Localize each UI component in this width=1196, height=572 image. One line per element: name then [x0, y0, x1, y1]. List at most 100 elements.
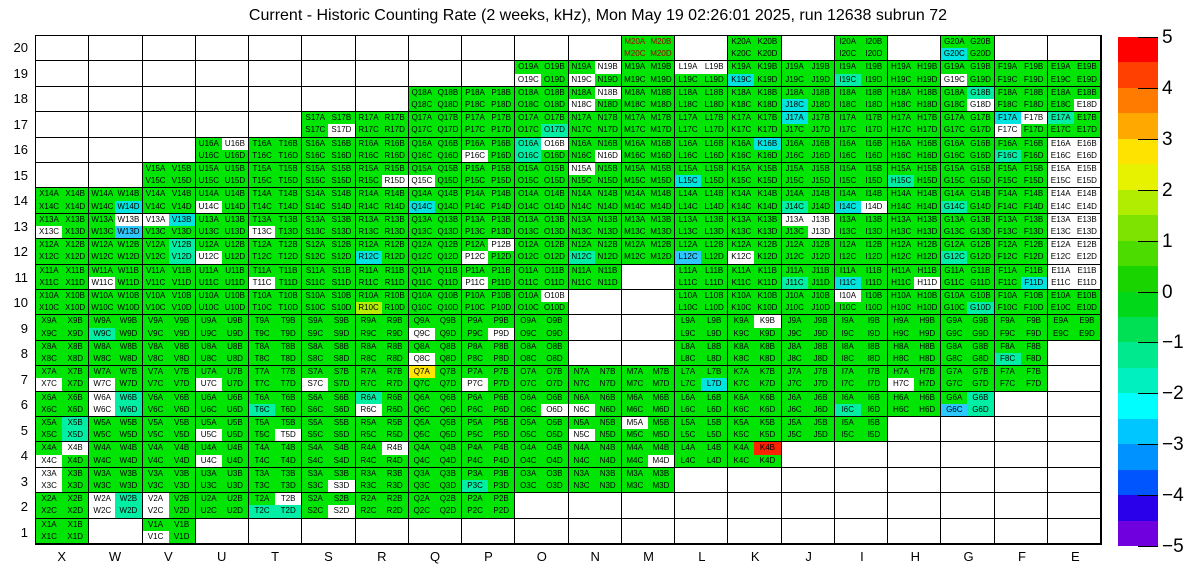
- cell-label-I14C: I14C: [834, 200, 861, 213]
- detector-cell-M8: [621, 340, 675, 367]
- cell-label-E9D: E9D: [1073, 327, 1100, 340]
- cell-label-V10C: V10C: [142, 302, 169, 315]
- colorbar-band-8: [1118, 240, 1158, 267]
- cell-label-P3C: P3C: [462, 479, 489, 493]
- detector-cell-V14: V14A V14B V14C V14D: [142, 188, 196, 214]
- cell-label-E15A: E15A: [1047, 162, 1074, 176]
- cell-label-J19C: J19C: [781, 73, 808, 86]
- cell-label-U12A: U12A: [195, 239, 222, 252]
- colorbar-label--4: −4: [1162, 485, 1184, 507]
- cell-label-H15B: H15B: [914, 162, 941, 176]
- cell-label-O8A: O8A: [515, 340, 542, 353]
- detector-cell-W11: W11A W11B W11C W11D: [89, 264, 143, 290]
- cell-label-J6B: J6B: [807, 391, 834, 404]
- cell-label-K11D: K11D: [754, 276, 781, 289]
- cell-label-J15B: J15B: [807, 162, 834, 176]
- cell-label-N15D: N15D: [594, 175, 621, 188]
- cell-label-J11B: J11B: [807, 264, 834, 277]
- cell-label-R2A: R2A: [355, 493, 382, 506]
- detector-cell-K6: K6A K6B K6C K6D: [728, 391, 782, 417]
- detector-cell-T11: T11A T11B T11C T11D: [249, 264, 303, 290]
- detector-cell-O11: O11A O11B O11C O11D: [515, 264, 569, 290]
- cell-label-J10B: J10B: [807, 289, 834, 303]
- detector-cell-H3: [888, 467, 942, 494]
- cell-label-N12D: N12D: [594, 251, 621, 264]
- y-axis-label-8: 8: [20, 346, 28, 361]
- colorbar-tick-1: [1138, 240, 1158, 242]
- cell-label-Q14A: Q14A: [408, 188, 435, 201]
- cell-label-H16A: H16A: [888, 137, 915, 150]
- detector-cell-F15: F15A F15B F15C F15D: [994, 162, 1048, 189]
- cell-label-F9D: F9D: [1020, 327, 1047, 340]
- cell-label-L16C: L16C: [675, 149, 702, 162]
- cell-label-I5C: I5C: [834, 429, 861, 442]
- detector-cell-T6: T6A T6B T6C T6D: [249, 391, 303, 417]
- cell-label-O4B: O4B: [541, 442, 568, 455]
- detector-cell-G3: [941, 467, 995, 494]
- cell-label-N7C: N7C: [568, 378, 595, 391]
- cell-label-T11D: T11D: [275, 276, 302, 289]
- cell-label-P13C: P13C: [462, 225, 489, 239]
- cell-label-Q15C: Q15C: [408, 175, 435, 188]
- cell-label-H7D: H7D: [914, 378, 941, 391]
- cell-label-T11B: T11B: [275, 264, 302, 277]
- cell-label-P11B: P11B: [488, 264, 515, 277]
- cell-label-P4B: P4B: [488, 442, 515, 455]
- cell-label-H13B: H13B: [914, 213, 941, 226]
- cell-label-N13B: N13B: [594, 213, 621, 226]
- detector-cell-J16: J16A J16B J16C J16D: [781, 137, 835, 163]
- cell-label-W13A: W13A: [89, 213, 116, 226]
- cell-label-P10A: P10A: [462, 289, 489, 303]
- colorbar-band-17: [1118, 469, 1158, 496]
- cell-label-M6B: M6B: [647, 391, 674, 404]
- cell-label-I10C: I10C: [834, 302, 861, 315]
- cell-label-K8A: K8A: [728, 340, 755, 353]
- cell-label-N11B: N11B: [594, 264, 621, 277]
- detector-cell-J10: J10A J10B J10C J10D: [781, 289, 835, 316]
- cell-label-H18A: H18A: [888, 86, 915, 99]
- cell-label-I13D: I13D: [860, 225, 887, 239]
- cell-label-O7D: O7D: [541, 378, 568, 391]
- cell-label-J11D: J11D: [807, 276, 834, 289]
- cell-label-F13A: F13A: [994, 213, 1021, 226]
- cell-label-R10C: R10C: [355, 302, 382, 315]
- cell-label-W9B: W9B: [115, 315, 142, 328]
- y-axis-label-5: 5: [20, 422, 28, 438]
- cell-label-M7C: M7C: [621, 378, 648, 391]
- cell-label-T11A: T11A: [249, 264, 276, 277]
- cell-label-X10C: X10C: [36, 302, 63, 315]
- cell-label-T7A: T7A: [249, 366, 276, 379]
- cell-label-F9A: F9A: [994, 315, 1021, 328]
- cell-label-H17C: H17C: [888, 124, 915, 137]
- detector-cell-O7: O7A O7B O7C O7D: [515, 366, 569, 392]
- cell-label-F17C: F17C: [994, 124, 1021, 137]
- cell-label-U6A: U6A: [195, 391, 222, 404]
- cell-label-H11B: H11B: [914, 264, 941, 277]
- cell-label-T2D: T2D: [275, 505, 302, 518]
- cell-label-O6B: O6B: [541, 391, 568, 404]
- detector-cell-J11: J11A J11B J11C J11D: [781, 264, 835, 290]
- cell-label-O19A: O19A: [515, 61, 542, 74]
- cell-label-X7A: X7A: [36, 366, 63, 379]
- cell-label-S8D: S8D: [328, 352, 355, 366]
- detector-cell-J12: J12A J12B J12C J12D: [781, 239, 835, 265]
- cell-label-I19B: I19B: [860, 61, 887, 74]
- cell-label-T10D: T10D: [275, 302, 302, 315]
- cell-label-U16C: U16C: [195, 149, 222, 162]
- cell-label-M12D: M12D: [647, 251, 674, 264]
- colorbar-band-12: [1118, 342, 1158, 368]
- cell-label-G14C: G14C: [941, 200, 968, 213]
- detector-cell-H10: H10A H10B H10C H10D: [888, 289, 942, 316]
- detector-cell-W7: W7A W7B W7C W7D: [89, 366, 143, 392]
- detector-cell-R20: [355, 36, 409, 62]
- detector-cell-I5: I5A I5B I5C I5D: [834, 416, 888, 443]
- detector-cell-Q17: Q17A Q17B Q17C Q17D: [408, 112, 462, 138]
- detector-cell-T20: [249, 36, 303, 62]
- cell-label-L14B: L14B: [701, 188, 728, 201]
- cell-label-G18C: G18C: [941, 98, 968, 112]
- cell-label-R14B: R14B: [381, 188, 408, 201]
- cell-label-P12C: P12C: [462, 251, 489, 264]
- cell-label-R4A: R4A: [355, 442, 382, 455]
- detector-cell-X16: [36, 137, 90, 163]
- cell-label-X6D: X6D: [62, 403, 89, 416]
